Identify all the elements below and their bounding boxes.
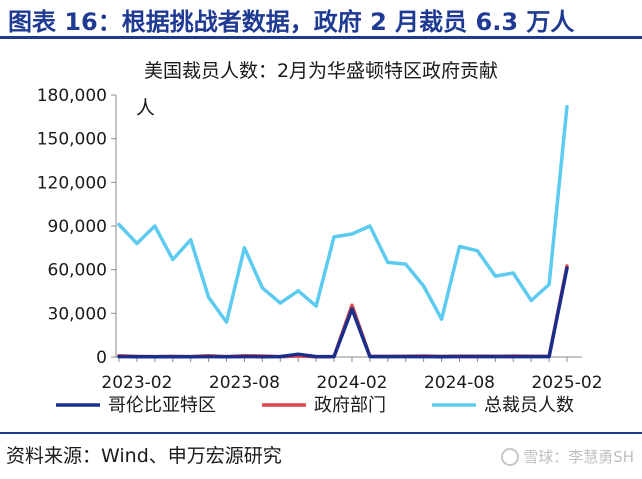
source-note: 资料来源：Wind、申万宏源研究 [6,445,282,467]
watermark: 雪球：李慧勇SH [501,446,634,467]
y-tick-label: 30,000 [48,304,107,324]
x-tick-label: 2024-08 [424,373,495,393]
legend-label: 政府部门 [314,395,386,416]
y-tick-label: 90,000 [48,217,107,237]
y-tick-label: 150,000 [37,130,107,150]
header-divider [0,36,642,39]
series-line-0 [117,266,569,359]
legend-label: 哥伦比亚特区 [108,395,216,416]
watermark-text: 雪球：李慧勇SH [523,448,634,466]
legend-label: 总裁员人数 [484,395,574,416]
series-line-2 [117,104,569,324]
x-tick-label: 2023-02 [101,373,172,393]
x-tick-label: 2025-02 [531,373,602,393]
y-tick-label: 120,000 [37,173,107,193]
footer-divider [0,432,642,434]
series-line-1 [117,264,569,359]
y-tick-label: 60,000 [48,261,107,281]
y-tick-label: 180,000 [37,86,107,106]
figure-title: 图表 16：根据挑战者数据，政府 2 月裁员 6.3 万人 [8,8,575,36]
xueqiu-logo-icon [501,448,520,466]
x-tick-label: 2023-08 [209,373,280,393]
y-tick-label: 0 [96,348,107,368]
x-tick-label: 2024-02 [316,373,387,393]
y-unit-label: 人 [136,97,155,119]
chart-title: 美国裁员人数：2月为华盛顿特区政府贡献 [143,60,499,82]
